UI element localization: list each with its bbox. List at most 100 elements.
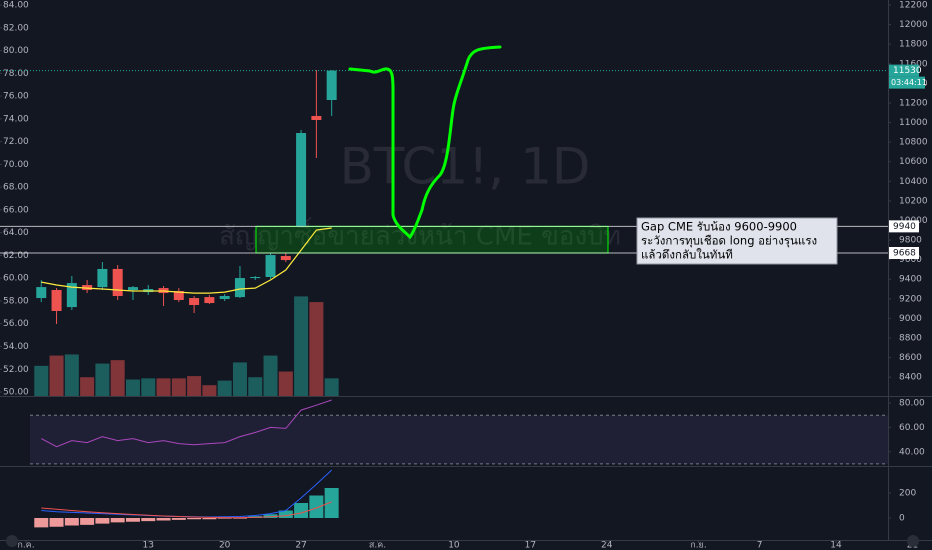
volume-bar <box>110 360 125 396</box>
y2-tick-label: 10400 <box>899 177 928 187</box>
candle-body <box>173 291 184 301</box>
volume-bar <box>171 378 186 396</box>
y-tick-label: 60.00 <box>899 423 925 433</box>
watermark-subtitle: สัญญาซื้อขายล่วงหน้า CME ของบิท <box>219 217 621 252</box>
histogram-bar <box>187 518 202 520</box>
y-tick-label: 70.00 <box>3 160 29 170</box>
x-tick-label: ส.ค. <box>369 541 386 550</box>
volume-bar <box>34 365 49 396</box>
rsi-band <box>30 415 888 464</box>
candle-body <box>234 278 245 298</box>
y2-tick-label: 11600 <box>899 59 928 69</box>
volume-bar <box>263 355 278 396</box>
annotation-text: ระวังการทุบเชือด long อย่างรุนแรง <box>641 234 817 248</box>
histogram-bar <box>34 518 49 528</box>
candle-body <box>189 298 200 306</box>
y-tick-label: 62.00 <box>3 251 29 261</box>
candle-body <box>265 255 276 277</box>
volume-bar <box>232 362 247 396</box>
price-tag <box>889 220 919 233</box>
candle-body <box>51 290 62 311</box>
candle-body <box>250 276 261 279</box>
candle-body <box>296 133 307 227</box>
y-tick-label: 50.00 <box>3 388 29 398</box>
rsi-line <box>41 399 332 448</box>
y-tick-label: 80.00 <box>3 46 29 56</box>
timezone-icon[interactable] <box>6 535 18 547</box>
y2-tick-label: 8600 <box>899 353 922 363</box>
price-tag-label: 11530 <box>893 66 922 76</box>
histogram-bar <box>49 518 64 527</box>
macd-line <box>41 501 332 519</box>
volume-bar <box>125 379 140 396</box>
histogram-bar <box>95 518 110 524</box>
y-tick-label: 60.00 <box>3 274 29 284</box>
candle-body <box>219 295 230 300</box>
x-tick-label: 17 <box>525 541 536 550</box>
candle-body <box>66 283 77 308</box>
volume-bar <box>49 355 64 396</box>
y-tick-label: 68.00 <box>3 183 29 193</box>
x-tick-label: ก.ค. <box>17 541 34 550</box>
y2-tick-label: 9600 <box>899 255 922 265</box>
volume-bar <box>141 378 156 396</box>
y-tick-label: 200 <box>899 489 916 499</box>
volume-bar <box>80 377 95 396</box>
volume-bar <box>202 385 217 396</box>
histogram-bar <box>110 518 125 523</box>
countdown-tag <box>889 76 925 89</box>
price-tag <box>889 64 919 77</box>
candle-body <box>311 115 322 120</box>
settings-icon[interactable] <box>907 535 919 547</box>
candle-body <box>280 256 291 261</box>
x-tick-label: 27 <box>295 541 306 550</box>
candle-body <box>204 297 215 304</box>
y2-tick-label: 11000 <box>899 118 928 128</box>
histogram-bar <box>125 518 140 522</box>
volume-bar <box>294 296 309 396</box>
histogram-bar <box>64 518 79 526</box>
candle-body <box>112 268 123 296</box>
watermark: BTC1!, 1D <box>340 138 591 196</box>
volume-bar <box>64 354 79 396</box>
gap-zone <box>255 225 609 254</box>
histogram-bar <box>309 495 324 518</box>
volume-bar <box>217 380 232 396</box>
hand-drawn-path <box>348 45 502 240</box>
annotation-text: แล้วดึงกลับในทันที <box>641 248 733 262</box>
y2-tick-label: 8800 <box>899 334 922 344</box>
x-tick-label: 20 <box>219 541 231 550</box>
price-tag <box>889 246 919 259</box>
y2-tick-label: 8400 <box>899 373 922 383</box>
y2-tick-label: 9200 <box>899 294 922 304</box>
histogram-bar <box>278 510 293 518</box>
candle-body <box>97 268 108 288</box>
x-tick-label: 10 <box>448 541 460 550</box>
y-tick-label: 76.00 <box>3 92 29 102</box>
x-tick-label: 24 <box>601 541 613 550</box>
y-tick-label: 40.00 <box>899 447 925 457</box>
price-tag-label: 9940 <box>893 222 916 232</box>
y2-tick-label: 12000 <box>899 20 928 30</box>
y2-tick-label: 10200 <box>899 196 928 206</box>
price-tag-label: 9668 <box>893 248 916 258</box>
histogram-bar <box>202 518 217 520</box>
histogram-bar <box>263 514 278 518</box>
volume-bar <box>278 371 293 396</box>
y-tick-label: 74.00 <box>3 114 29 124</box>
y2-tick-label: 11800 <box>899 40 928 50</box>
x-tick-label: 7 <box>757 541 763 550</box>
y-tick-label: 82.00 <box>3 23 29 33</box>
y-tick-label: 54.00 <box>3 342 29 352</box>
volume-bar <box>324 378 339 396</box>
y2-tick-label: 9400 <box>899 275 922 285</box>
histogram-bar <box>171 518 186 520</box>
y-tick-label: 58.00 <box>3 296 29 306</box>
y-tick-label: 64.00 <box>3 228 29 238</box>
y-tick-label: 80.00 <box>899 399 925 409</box>
histogram-bar <box>80 518 95 525</box>
